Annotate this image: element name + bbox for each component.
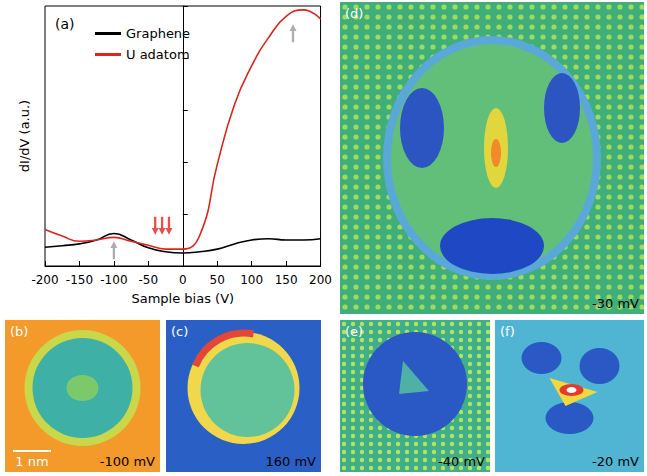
- svg-text:100: 100: [240, 273, 263, 287]
- svg-text:-40 mV: -40 mV: [438, 454, 485, 469]
- svg-text:0: 0: [179, 273, 187, 287]
- svg-text:dI/dV (a.u.): dI/dV (a.u.): [17, 100, 32, 172]
- svg-text:-200: -200: [31, 273, 58, 287]
- svg-text:150: 150: [275, 273, 298, 287]
- svg-text:-50: -50: [139, 273, 159, 287]
- svg-text:(a): (a): [55, 16, 75, 32]
- svg-text:-20 mV: -20 mV: [592, 454, 639, 469]
- svg-text:-30 mV: -30 mV: [592, 296, 639, 311]
- svg-text:(e): (e): [345, 324, 363, 339]
- svg-text:-150: -150: [66, 273, 93, 287]
- svg-text:50: 50: [210, 273, 225, 287]
- svg-text:(f): (f): [500, 324, 515, 339]
- svg-text:(c): (c): [171, 324, 188, 339]
- svg-text:160 mV: 160 mV: [265, 454, 316, 469]
- svg-text:-100: -100: [100, 273, 127, 287]
- svg-text:(d): (d): [345, 6, 363, 21]
- svg-text:-100 mV: -100 mV: [100, 454, 155, 469]
- svg-text:U adatom: U adatom: [126, 47, 190, 62]
- svg-text:Sample bias (V): Sample bias (V): [131, 291, 234, 306]
- svg-text:200: 200: [309, 273, 332, 287]
- svg-text:1 nm: 1 nm: [15, 454, 48, 469]
- svg-text:Graphene: Graphene: [126, 26, 190, 41]
- svg-text:(b): (b): [10, 324, 28, 339]
